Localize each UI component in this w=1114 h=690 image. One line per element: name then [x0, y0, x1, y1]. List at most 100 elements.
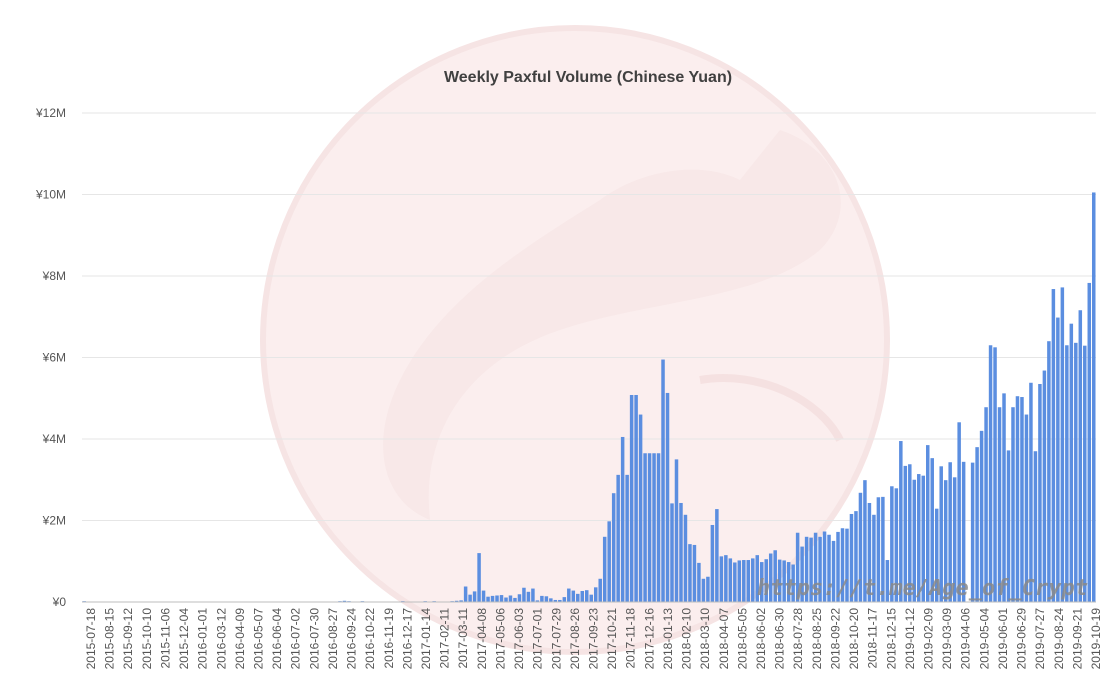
bar — [472, 591, 477, 602]
bar — [908, 464, 912, 602]
bar — [531, 588, 535, 602]
x-tick-label: 2015-08-15 — [103, 608, 117, 670]
bar — [791, 564, 795, 602]
bar — [858, 492, 863, 602]
bar — [899, 441, 903, 602]
bar — [751, 558, 755, 602]
bar — [593, 587, 598, 602]
bar — [540, 595, 544, 602]
x-tick-label: 2017-01-14 — [419, 608, 433, 670]
bar — [961, 461, 966, 602]
bar — [634, 394, 638, 602]
bar — [957, 422, 961, 602]
x-tick-label: 2019-07-27 — [1033, 608, 1047, 670]
bar — [481, 590, 486, 602]
x-tick-label: 2019-06-29 — [1015, 608, 1029, 670]
bar — [1015, 396, 1020, 602]
bar — [831, 540, 836, 603]
bar — [984, 407, 988, 602]
bar — [576, 593, 580, 602]
bar — [840, 528, 845, 602]
bar — [827, 534, 831, 602]
x-tick-label: 2018-09-22 — [828, 608, 842, 670]
bar — [504, 597, 508, 602]
bar — [804, 536, 809, 602]
x-tick-label: 2016-01-01 — [196, 608, 210, 670]
bar — [926, 445, 930, 602]
bar — [1033, 451, 1038, 602]
bar — [733, 562, 737, 602]
bar — [674, 459, 679, 603]
bar — [719, 556, 724, 602]
bar — [912, 479, 917, 602]
x-tick-label: 2015-09-12 — [121, 608, 135, 670]
bar — [822, 531, 827, 602]
bar — [737, 560, 742, 602]
bar — [454, 600, 459, 602]
x-tick-label: 2018-08-25 — [810, 608, 824, 670]
bar — [688, 544, 692, 602]
x-tick-label: 2017-03-11 — [456, 608, 470, 669]
bar — [764, 559, 768, 602]
bar — [813, 532, 818, 602]
x-tick-label: 2019-02-09 — [922, 608, 936, 670]
bar — [598, 578, 602, 602]
x-tick-label: 2018-05-05 — [735, 608, 749, 670]
x-tick-label: 2016-04-09 — [233, 608, 247, 670]
bar — [1078, 310, 1083, 602]
bar — [854, 511, 858, 602]
bar — [1042, 370, 1047, 602]
x-tick-label: 2016-10-22 — [363, 608, 377, 670]
bar — [786, 562, 791, 602]
bar — [970, 462, 975, 602]
bar — [930, 458, 934, 602]
bar — [629, 394, 634, 602]
bar — [567, 588, 571, 602]
bar — [477, 553, 481, 602]
bar — [652, 453, 656, 602]
bar — [836, 531, 840, 602]
x-tick-label: 2017-08-26 — [568, 608, 582, 670]
bar — [777, 559, 782, 602]
bar — [768, 553, 773, 602]
bar — [885, 560, 890, 602]
watermark-text: https://t.me/Age_of_Crypt — [757, 576, 1088, 601]
bar — [656, 453, 661, 602]
bar — [620, 436, 625, 602]
bar — [849, 513, 854, 602]
bar — [724, 555, 728, 602]
bar — [1074, 342, 1078, 602]
bar — [876, 497, 881, 602]
bar — [459, 600, 463, 602]
x-tick-label: 2017-05-06 — [493, 608, 507, 670]
y-tick-label: ¥10M — [35, 188, 66, 202]
bar — [1051, 289, 1056, 602]
bar — [728, 558, 733, 602]
bar — [544, 596, 549, 602]
bar — [468, 594, 472, 602]
bar — [517, 594, 522, 602]
bar — [1087, 282, 1092, 602]
x-tick-label: 2016-03-12 — [214, 608, 228, 670]
bar — [746, 560, 751, 602]
bar — [602, 536, 607, 602]
bar — [553, 599, 558, 602]
bar — [1011, 407, 1015, 602]
x-tick-label: 2015-07-18 — [84, 608, 98, 670]
bar — [948, 462, 952, 602]
bar — [1056, 317, 1060, 602]
bar — [661, 359, 665, 602]
bar — [342, 600, 347, 602]
x-tick-label: 2016-09-24 — [345, 608, 359, 670]
x-tick-label: 2019-01-12 — [903, 608, 917, 670]
bar — [1024, 414, 1029, 602]
bar — [988, 345, 993, 602]
bar — [706, 576, 710, 602]
x-tick-label: 2018-06-02 — [754, 608, 768, 670]
bar — [1069, 323, 1074, 602]
bar — [710, 524, 715, 602]
bar — [1038, 383, 1042, 602]
bar — [809, 537, 813, 602]
x-tick-label: 2017-12-16 — [642, 608, 656, 670]
bar — [845, 528, 849, 602]
